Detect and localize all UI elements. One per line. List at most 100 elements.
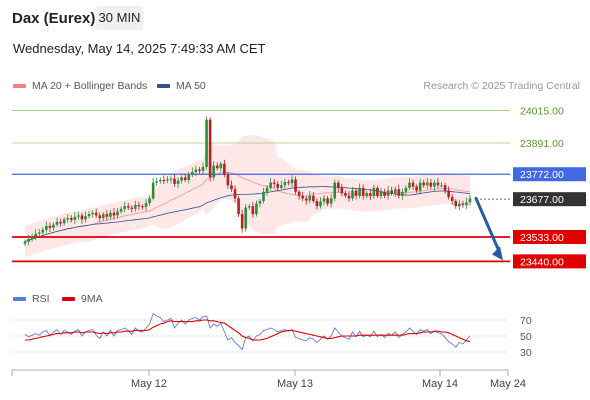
ma50-line bbox=[24, 186, 471, 243]
candle-body bbox=[336, 182, 340, 188]
candle-body bbox=[383, 191, 386, 196]
candle-body bbox=[212, 165, 215, 178]
candle-body bbox=[272, 182, 276, 184]
candle-body bbox=[62, 219, 66, 224]
candle-body bbox=[329, 198, 333, 204]
candle-body bbox=[123, 206, 126, 209]
candle-body bbox=[208, 119, 212, 178]
candle-body bbox=[151, 182, 155, 199]
candle-body bbox=[361, 187, 365, 196]
chart-header: Dax (Eurex) 30 MIN bbox=[0, 0, 590, 36]
research-credit: Research © 2025 Trading Central bbox=[423, 80, 580, 92]
candle-body bbox=[158, 180, 162, 182]
candle-body bbox=[429, 182, 433, 187]
candle-body bbox=[255, 203, 258, 215]
candle-body bbox=[333, 182, 337, 199]
candle-body bbox=[326, 198, 329, 204]
candle-body bbox=[401, 191, 404, 196]
candle-body bbox=[283, 182, 287, 186]
candle-body bbox=[223, 163, 226, 175]
candle-body bbox=[45, 225, 48, 230]
candle-body bbox=[258, 201, 262, 204]
candle-body bbox=[233, 189, 237, 199]
candle-body bbox=[447, 190, 450, 198]
candle-body bbox=[237, 198, 240, 215]
candle-body bbox=[23, 241, 27, 244]
candle-body bbox=[390, 190, 393, 194]
rsi-ma-swatch bbox=[62, 297, 75, 302]
candle-body bbox=[69, 218, 73, 220]
level-label-pivot: 23772.00 bbox=[520, 169, 564, 181]
candle-body bbox=[80, 215, 84, 220]
bollinger-band bbox=[25, 135, 470, 258]
candle-body bbox=[52, 224, 55, 228]
x-axis-label: May 24 bbox=[490, 378, 526, 390]
candle-body bbox=[322, 198, 326, 202]
candle-body bbox=[191, 172, 194, 175]
legend-ma50: MA 50 bbox=[157, 80, 206, 92]
candle-body bbox=[77, 215, 80, 217]
candle-body bbox=[141, 206, 144, 208]
candle-body bbox=[411, 182, 415, 187]
candle-body bbox=[340, 187, 344, 194]
candle-body bbox=[251, 206, 255, 215]
candle-body bbox=[183, 177, 187, 180]
candle-body bbox=[269, 182, 272, 188]
projection-arrow bbox=[474, 196, 502, 255]
candle-body bbox=[148, 198, 151, 204]
rsi-tick-label: 70 bbox=[520, 315, 532, 327]
ma50-swatch bbox=[157, 84, 170, 89]
candle-body bbox=[27, 239, 30, 242]
candle-body bbox=[358, 187, 361, 196]
candle-body bbox=[144, 203, 148, 207]
candle-body bbox=[290, 179, 294, 184]
candle-body bbox=[48, 225, 52, 228]
level-label-resistance: 23891.00 bbox=[520, 138, 564, 150]
candle-body bbox=[219, 163, 223, 169]
candle-body bbox=[436, 182, 440, 186]
candle-body bbox=[276, 183, 280, 188]
projection-arrow-head bbox=[492, 246, 503, 261]
candle-body bbox=[87, 214, 91, 217]
candle-body bbox=[376, 187, 379, 196]
candle-body bbox=[450, 197, 454, 201]
chart-datetime: Wednesday, May 14, 2025 7:49:33 AM CET bbox=[13, 41, 266, 56]
candle-body bbox=[443, 185, 447, 191]
candle-body bbox=[280, 185, 283, 188]
candle-body bbox=[155, 181, 159, 183]
level-badge-support bbox=[513, 229, 586, 244]
level-label-last: 23677.00 bbox=[520, 194, 564, 206]
rsi-tick-label: 50 bbox=[520, 331, 532, 343]
candle-body bbox=[297, 191, 301, 196]
candle-body bbox=[408, 182, 411, 188]
level-label-resistance: 24015.00 bbox=[520, 105, 564, 117]
candle-body bbox=[130, 207, 134, 209]
candle-body bbox=[418, 182, 422, 191]
candle-body bbox=[262, 191, 265, 201]
candle-body bbox=[119, 208, 123, 212]
rsi-ma-label: 9MA bbox=[81, 293, 103, 305]
candle-body bbox=[41, 229, 45, 233]
level-badge-last bbox=[513, 192, 586, 207]
level-label-support: 23533.00 bbox=[520, 232, 564, 244]
candle-body bbox=[94, 212, 98, 216]
candle-body bbox=[176, 180, 180, 184]
candle-body bbox=[59, 222, 62, 224]
candle-body bbox=[55, 222, 59, 225]
candle-body bbox=[166, 179, 169, 181]
candle-body bbox=[109, 212, 112, 217]
candle-body bbox=[265, 187, 269, 192]
candle-body bbox=[308, 195, 312, 201]
timeframe-button[interactable]: 30 MIN bbox=[96, 6, 143, 30]
candle-body bbox=[393, 189, 397, 194]
candle-body bbox=[91, 212, 94, 215]
candle-body bbox=[226, 174, 230, 186]
candle-body bbox=[319, 201, 322, 207]
legend-rsi: RSI bbox=[13, 293, 50, 305]
x-axis-label: May 12 bbox=[131, 378, 167, 390]
candle-body bbox=[415, 186, 418, 191]
candle-body bbox=[162, 180, 166, 181]
candle-body bbox=[126, 206, 130, 208]
candle-body bbox=[404, 187, 408, 192]
